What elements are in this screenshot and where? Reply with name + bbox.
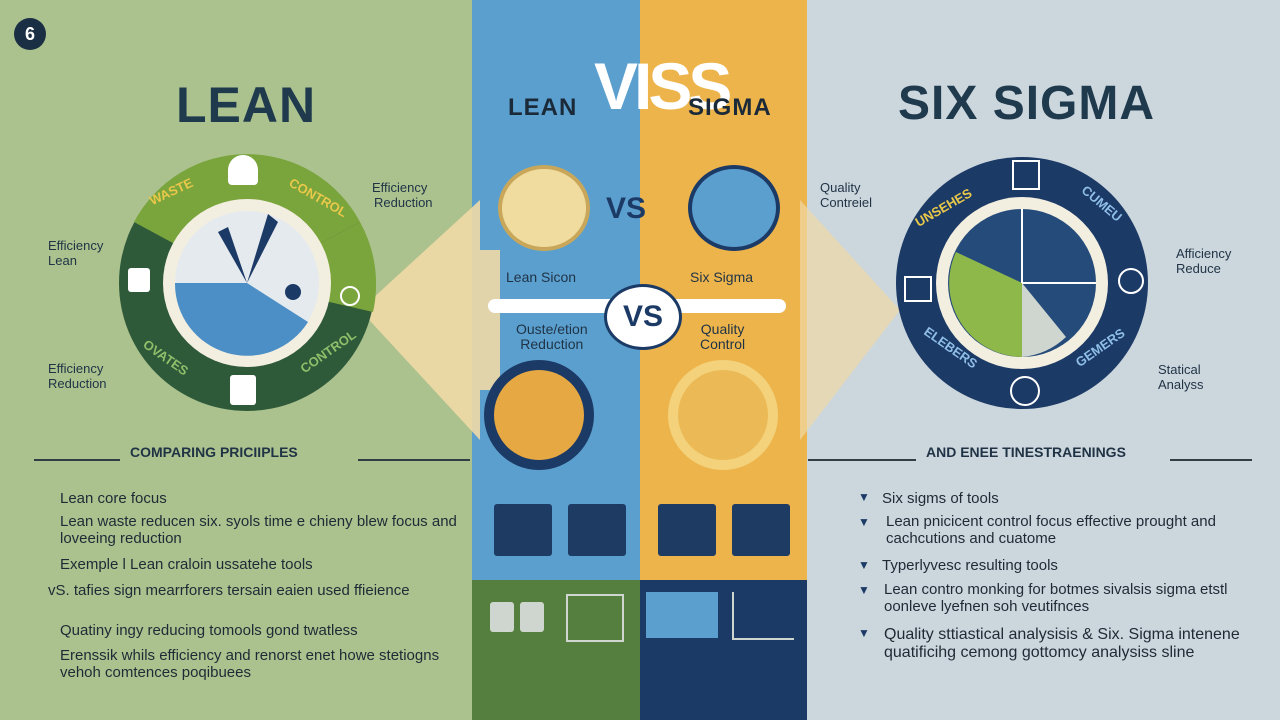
lean-bullet-5: Quatiny ingy reducing tomools gond twatl…: [60, 622, 358, 639]
tools-icon: [1118, 268, 1144, 294]
six-sigma-title: SIX SIGMA: [898, 77, 1156, 130]
center-label-lean: Lean Sicon: [506, 269, 577, 285]
center-blue-panel: [472, 0, 640, 580]
six-bullet-marker-1: ▼: [858, 490, 870, 504]
six-bullet-marker-2: ▼: [858, 515, 870, 529]
lean-title: LEAN: [176, 77, 317, 133]
six-sigma-wheel: [896, 157, 1148, 409]
chart-tile-icon: [658, 504, 716, 556]
bins-icon: [128, 268, 150, 292]
six-bullet-2: Lean pnicicent control focus effective p…: [886, 513, 1216, 547]
six-section-heading: AND ENEE TINESTRAENINGS: [926, 444, 1126, 460]
lean-bullet-6: Erenssik whils efficiency and renorst en…: [60, 647, 440, 681]
center-label-waste: Ouste/etion Reduction: [516, 321, 588, 352]
center-label-quality: Quality Control: [700, 321, 746, 352]
six-label-quality-control: Quality Contreiel: [820, 180, 873, 210]
six-heading-rule-left: [808, 459, 916, 461]
gear-icon: [340, 286, 360, 306]
lean-heading-rule-left: [34, 459, 120, 461]
lean-bullet-2: Lean waste reducen six. syols time e chi…: [60, 513, 457, 547]
center-yellow-panel: [640, 0, 807, 580]
six-sigma-team-illustration: [668, 360, 778, 470]
lean-label-efficiency-reduction-top: Efficiency Reduction: [372, 180, 433, 210]
center-label-six: Six Sigma: [690, 269, 754, 285]
six-bullet-marker-4: ▼: [858, 583, 870, 597]
six-bullet-marker-5: ▼: [858, 626, 870, 640]
lean-bullet-3: Exemple l Lean craloin ussatehe tools: [60, 556, 313, 573]
left-arrow-shape: [360, 200, 500, 440]
lean-bullet-1: Lean core focus: [60, 490, 167, 507]
six-bullet-1: Six sigms of tools: [882, 490, 999, 507]
lean-bullet-4: vS. tafies sign mearrforers tersain eaie…: [48, 582, 410, 599]
six-bullet-4: Lean contro monking for botmes sivalsis …: [884, 581, 1228, 615]
graph-icon: [732, 592, 794, 640]
six-label-statistical-analysis: Statical Analyss: [1158, 362, 1204, 392]
six-bullet-marker-3: ▼: [858, 558, 870, 572]
slide-number-badge: 6: [14, 18, 46, 50]
storage-bins-icon: [490, 598, 550, 638]
six-bullet-3: Typerlyvesc resulting tools: [882, 557, 1058, 574]
center-title-lean: LEAN: [508, 94, 578, 121]
container-icon: [230, 375, 256, 405]
lean-label-efficiency-reduction-bottom: Efficiency Reduction: [48, 361, 107, 391]
lean-wheel: [119, 154, 376, 411]
lean-label-efficiency-lean: Efficiency Lean: [48, 238, 104, 268]
six-label-efficiency-reduce: Afficiency Reduce: [1176, 246, 1232, 276]
globe-icon: [688, 165, 780, 251]
six-bullet-5: Quality sttiastical analysisis & Six. Si…: [884, 626, 1240, 661]
right-arrow-shape: [800, 200, 900, 440]
grid-tile-icon: [732, 504, 790, 556]
building-icon: [904, 276, 932, 302]
lean-section-heading: COMPARING PRICIIPLES: [130, 444, 298, 460]
frame-tile-icon: [568, 504, 626, 556]
blueprint-tile-icon: [494, 504, 552, 556]
people-icon: [1010, 376, 1040, 406]
center-title-vs: VISS: [594, 49, 732, 123]
lean-team-illustration: [484, 360, 594, 470]
lean-pie-icon: [498, 165, 590, 251]
vs-badge: VS: [604, 284, 682, 350]
lean-heading-rule-right: [358, 459, 470, 461]
trophy-icon: [1012, 160, 1040, 190]
six-heading-rule-right: [1170, 459, 1252, 461]
rack-icon: [566, 594, 624, 642]
center-vs-small: VS: [606, 192, 647, 225]
chef-hat-icon: [228, 155, 258, 185]
line-chart-icon: [646, 592, 718, 638]
center-title-sigma: SIGMA: [688, 94, 772, 121]
